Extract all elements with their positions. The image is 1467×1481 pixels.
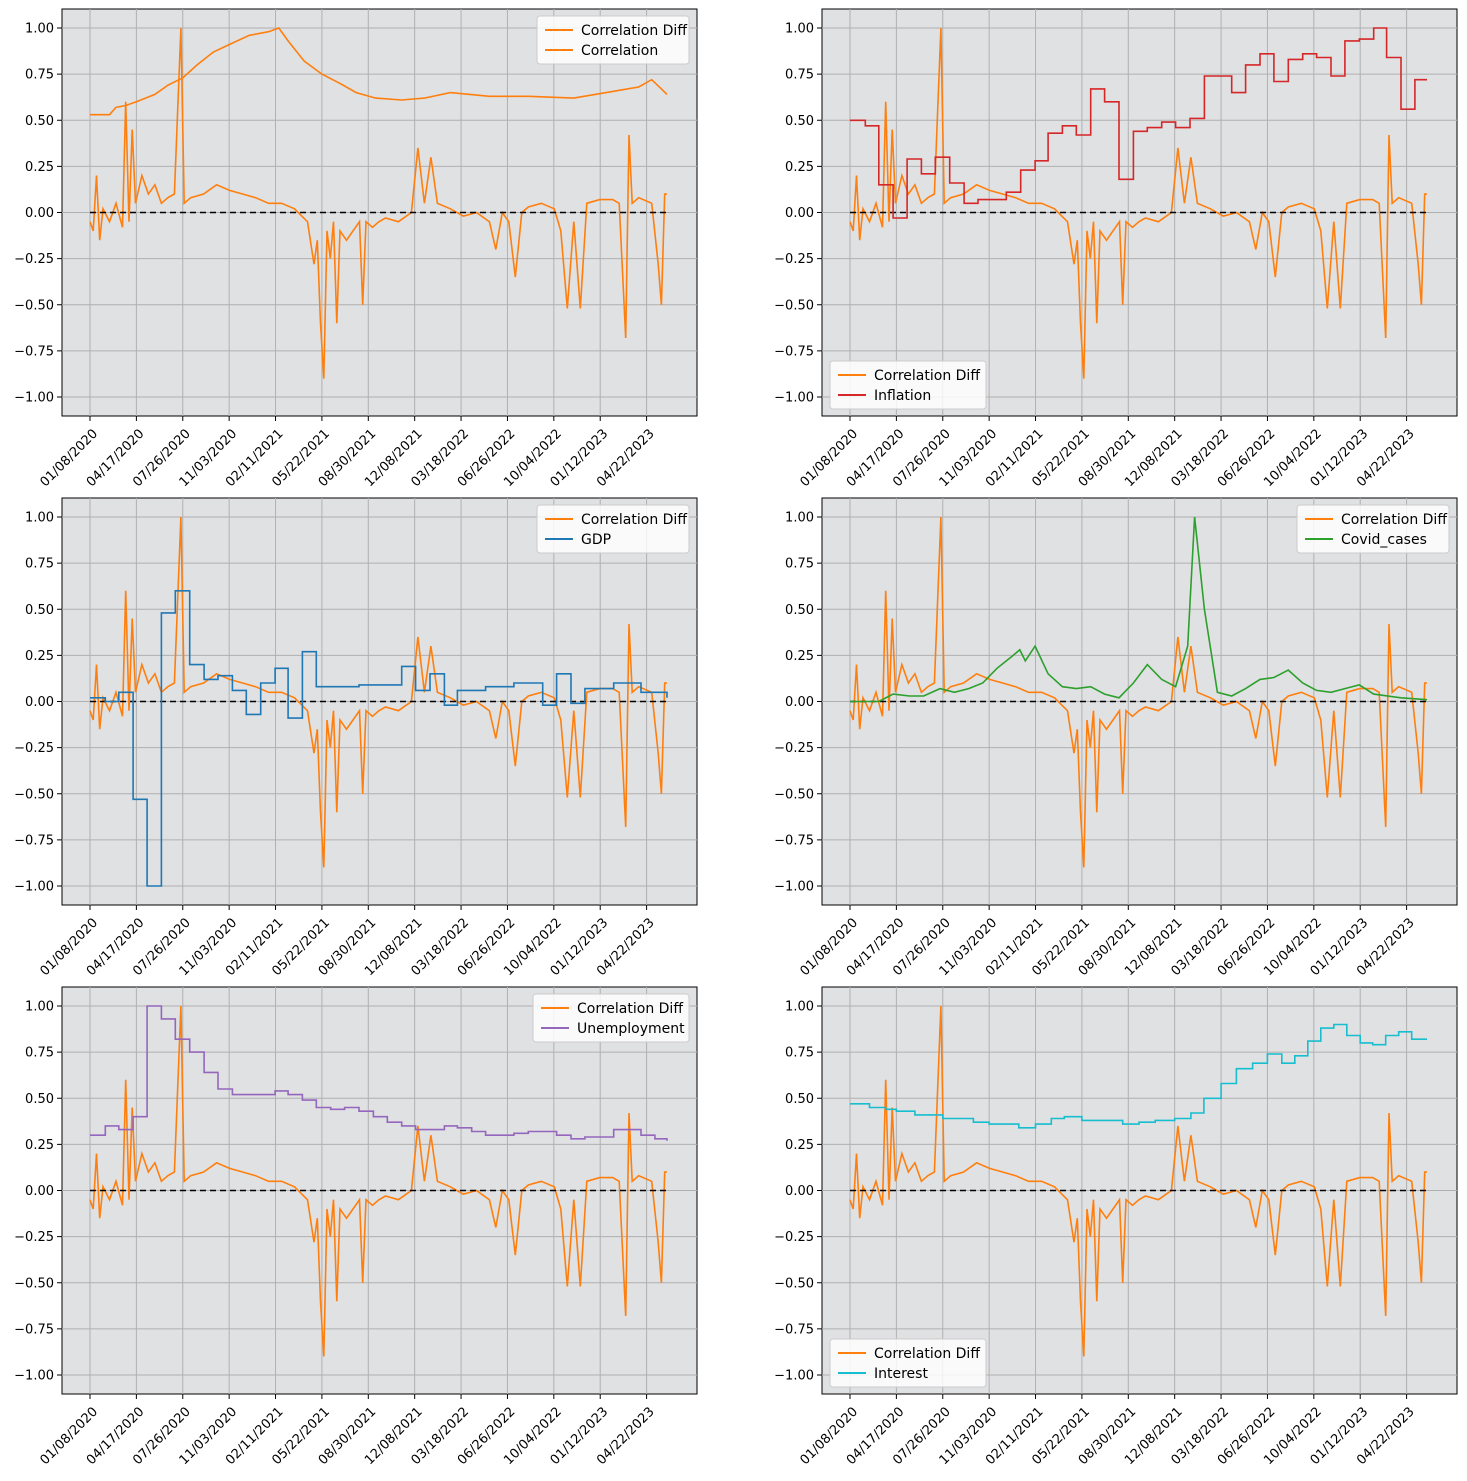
series-correlation-diff [89,516,667,868]
y-tick-label: 1.00 [785,511,814,526]
y-tick-label: 0.75 [25,68,54,83]
legend-label: Inflation [874,388,931,404]
y-tick-label: −0.25 [774,1230,814,1245]
series-correlation-diff [89,27,667,379]
y-tick-label: −0.50 [14,787,54,802]
y-tick-label: 0.50 [785,114,814,129]
y-tick-label: 0.25 [785,1138,814,1153]
panel-5: 01/08/202004/17/202007/26/202011/03/2020… [14,986,698,1468]
y-tick-label: 0.25 [25,160,54,175]
y-tick-label: 0.00 [785,206,814,221]
y-tick-label: 0.50 [25,1092,54,1107]
y-tick-label: −0.75 [14,1322,54,1337]
y-tick-label: −0.25 [14,252,54,267]
legend-box [1296,504,1450,554]
series-correlation-diff [89,1005,667,1357]
legend-label: GDP [581,532,611,548]
y-tick-label: −0.75 [774,344,814,359]
series-interest [850,1023,1427,1129]
y-tick-label: −0.50 [774,1276,814,1291]
legend-label: Correlation Diff [1341,512,1447,528]
legend-label: Correlation [581,43,658,59]
panel-2: 01/08/202004/17/202007/26/202011/03/2020… [774,8,1458,490]
legend-label: Covid_cases [1341,532,1427,548]
y-tick-label: 0.50 [785,603,814,618]
legend-label: Unemployment [577,1021,685,1037]
series-correlation-diff [849,1005,1427,1357]
y-tick-label: 1.00 [785,1000,814,1015]
y-tick-label: 0.25 [25,1138,54,1153]
series-unemployment [90,1005,668,1141]
legend: Correlation Diff Interest [829,1338,987,1388]
y-tick-label: −1.00 [14,1369,54,1384]
y-tick-label: 0.75 [785,1046,814,1061]
y-tick-label: −1.00 [774,880,814,895]
y-tick-label: 0.00 [785,1184,814,1199]
panel-1: 01/08/202004/17/202007/26/202011/03/2020… [14,8,698,490]
legend-label: Correlation Diff [577,1001,683,1017]
legend-box [829,1338,987,1388]
y-tick-label: 1.00 [25,1000,54,1015]
y-tick-label: 1.00 [785,22,814,37]
y-tick-label: 1.00 [25,511,54,526]
y-tick-label: 0.50 [25,114,54,129]
y-tick-label: 0.00 [785,695,814,710]
y-tick-label: −0.25 [774,741,814,756]
legend-box [536,15,690,65]
y-tick-label: −1.00 [774,1369,814,1384]
legend-box [532,993,690,1043]
series-covid-cases [850,516,1428,703]
y-tick-label: 1.00 [25,22,54,37]
y-tick-label: −0.50 [14,298,54,313]
y-tick-label: −0.25 [14,741,54,756]
y-tick-label: 0.75 [25,557,54,572]
y-tick-label: −1.00 [14,391,54,406]
legend-label: Correlation Diff [874,1346,980,1362]
series-correlation-diff [849,516,1427,868]
legend-label: Interest [874,1366,928,1382]
legend-label: Correlation Diff [581,23,687,39]
y-tick-label: 0.50 [785,1092,814,1107]
panel-3: 01/08/202004/17/202007/26/202011/03/2020… [14,497,698,979]
y-tick-label: −0.75 [774,833,814,848]
y-tick-label: −0.75 [774,1322,814,1337]
legend-box [536,504,690,554]
series-gdp [90,589,668,887]
y-tick-label: −0.75 [14,833,54,848]
y-tick-label: 0.50 [25,603,54,618]
y-tick-label: 0.00 [25,206,54,221]
legend: Correlation Diff GDP [536,504,690,554]
y-tick-label: 0.75 [785,68,814,83]
y-tick-label: 0.00 [25,1184,54,1199]
legend: Correlation Diff Unemployment [532,993,690,1043]
y-tick-label: 0.00 [25,695,54,710]
panel-4: 01/08/202004/17/202007/26/202011/03/2020… [774,497,1458,979]
y-tick-label: −1.00 [14,880,54,895]
legend-label: Correlation Diff [581,512,687,528]
series-correlation [90,27,668,116]
y-tick-label: 0.75 [785,557,814,572]
legend: Correlation Diff Correlation [536,15,690,65]
y-tick-label: −0.25 [14,1230,54,1245]
legend: Correlation Diff Covid_cases [1296,504,1450,554]
y-tick-label: 0.25 [785,160,814,175]
legend-box [829,360,987,410]
y-tick-label: −0.50 [14,1276,54,1291]
legend: Correlation Diff Inflation [829,360,987,410]
series-inflation [850,27,1427,219]
y-tick-label: 0.25 [25,649,54,664]
y-tick-label: −0.50 [774,298,814,313]
y-tick-label: −1.00 [774,391,814,406]
y-tick-label: −0.50 [774,787,814,802]
y-tick-label: −0.75 [14,344,54,359]
legend-label: Correlation Diff [874,368,980,384]
y-tick-label: −0.25 [774,252,814,267]
y-tick-label: 0.25 [785,649,814,664]
y-tick-label: 0.75 [25,1046,54,1061]
series-correlation-diff [849,27,1427,379]
panel-6: 01/08/202004/17/202007/26/202011/03/2020… [774,986,1458,1468]
